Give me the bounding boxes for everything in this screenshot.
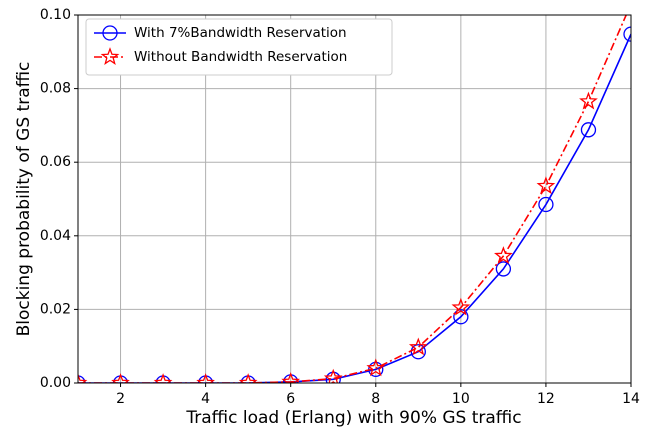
series-line xyxy=(78,15,628,383)
marker xyxy=(78,373,88,383)
marker xyxy=(153,373,173,383)
marker xyxy=(366,358,386,377)
y-tick-label: 0.04 xyxy=(40,228,71,244)
y-tick-label: 0.10 xyxy=(40,7,71,23)
marker xyxy=(494,246,513,265)
series-line xyxy=(78,33,631,383)
marker xyxy=(238,373,258,383)
x-tick-label: 6 xyxy=(286,391,295,407)
marker xyxy=(453,309,469,325)
marker xyxy=(408,337,428,356)
marker xyxy=(196,373,215,383)
marker xyxy=(538,196,554,213)
marker xyxy=(579,91,598,110)
x-axis-label: Traffic load (Erlang) with 90% GS traffi… xyxy=(185,408,521,428)
legend-marker xyxy=(100,47,120,65)
marker xyxy=(451,297,471,316)
x-tick-label: 14 xyxy=(622,391,640,407)
x-tick-label: 8 xyxy=(371,391,380,407)
marker xyxy=(111,373,130,383)
legend-label: Without Bandwidth Reservation xyxy=(134,49,347,65)
marker xyxy=(536,176,556,195)
y-tick-label: 0.00 xyxy=(40,375,71,391)
marker xyxy=(623,0,638,10)
y-axis-label: Blocking probability of GS traffic xyxy=(14,62,34,337)
y-tick-label: 0.06 xyxy=(40,154,71,170)
legend-marker xyxy=(102,25,118,41)
legend-box xyxy=(85,18,393,76)
x-tick-label: 12 xyxy=(537,391,555,407)
marker xyxy=(495,261,512,277)
y-tick-label: 0.02 xyxy=(40,301,71,317)
x-tick-label: 2 xyxy=(116,391,125,407)
marker xyxy=(323,368,343,383)
x-tick-label: 10 xyxy=(452,391,470,407)
plot-area xyxy=(78,0,638,383)
marker xyxy=(410,344,426,360)
marker xyxy=(580,122,597,138)
marker xyxy=(281,372,301,383)
y-tick-label: 0.08 xyxy=(40,81,71,97)
marker xyxy=(623,26,631,42)
legend-label: With 7%Bandwidth Reservation xyxy=(134,25,347,41)
x-tick-label: 4 xyxy=(201,391,210,407)
plot-frame xyxy=(77,14,632,384)
